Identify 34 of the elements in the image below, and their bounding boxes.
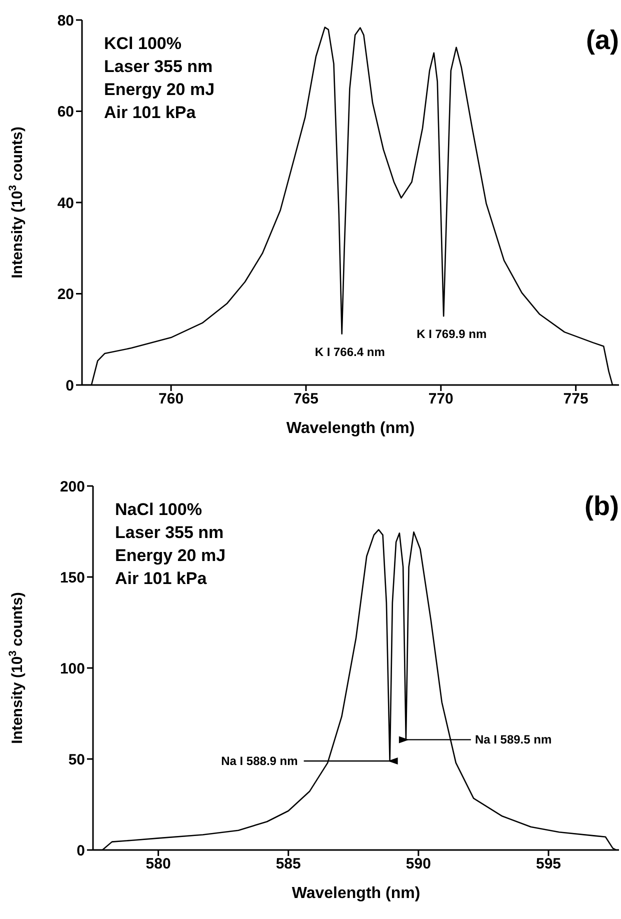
x-axis-title: Wavelength (nm)	[286, 420, 415, 437]
annotation: (b)	[584, 491, 619, 522]
annotation: Na I 589.5 nm	[474, 732, 552, 747]
y-tick-label: 0	[76, 842, 85, 860]
x-axis-title: Wavelength (nm)	[292, 885, 420, 902]
x-tick-label: 590	[406, 856, 431, 873]
y-tick-label: 60	[57, 104, 74, 121]
annotation: Energy 20 mJ	[104, 79, 215, 101]
annotation: Laser 355 nm	[104, 56, 214, 78]
x-tick-label: 775	[563, 390, 588, 408]
annotation: K I 769.9 nm	[416, 327, 487, 342]
x-tick-label: 770	[428, 390, 454, 408]
x-tick-label: 760	[158, 390, 184, 408]
annotation: Energy 20 mJ	[115, 545, 226, 567]
annotation: NaCl 100%	[115, 499, 203, 521]
x-tick-label: 585	[276, 856, 301, 873]
y-tick-label: 40	[57, 194, 74, 212]
annotation: Na I 588.9 nm	[221, 754, 298, 768]
y-tick-label: 80	[57, 12, 74, 30]
annotation: (a)	[586, 25, 619, 56]
annotation: Laser 355 nm	[115, 522, 225, 544]
x-tick-label: 580	[146, 856, 171, 873]
y-tick-label: 200	[60, 478, 85, 496]
y-tick-label: 50	[68, 751, 85, 768]
annotation: Air 101 kPa	[104, 102, 197, 124]
y-tick-label: 20	[57, 286, 74, 304]
annotation: Air 101 kPa	[115, 568, 208, 590]
annotation: K I 766.4 nm	[314, 344, 385, 359]
y-tick-label: 0	[66, 377, 74, 394]
x-tick-label: 595	[536, 856, 562, 873]
annotation: KCl 100%	[104, 33, 182, 55]
y-tick-label: 100	[60, 660, 85, 678]
x-tick-label: 765	[293, 390, 318, 408]
y-tick-label: 150	[60, 569, 85, 586]
